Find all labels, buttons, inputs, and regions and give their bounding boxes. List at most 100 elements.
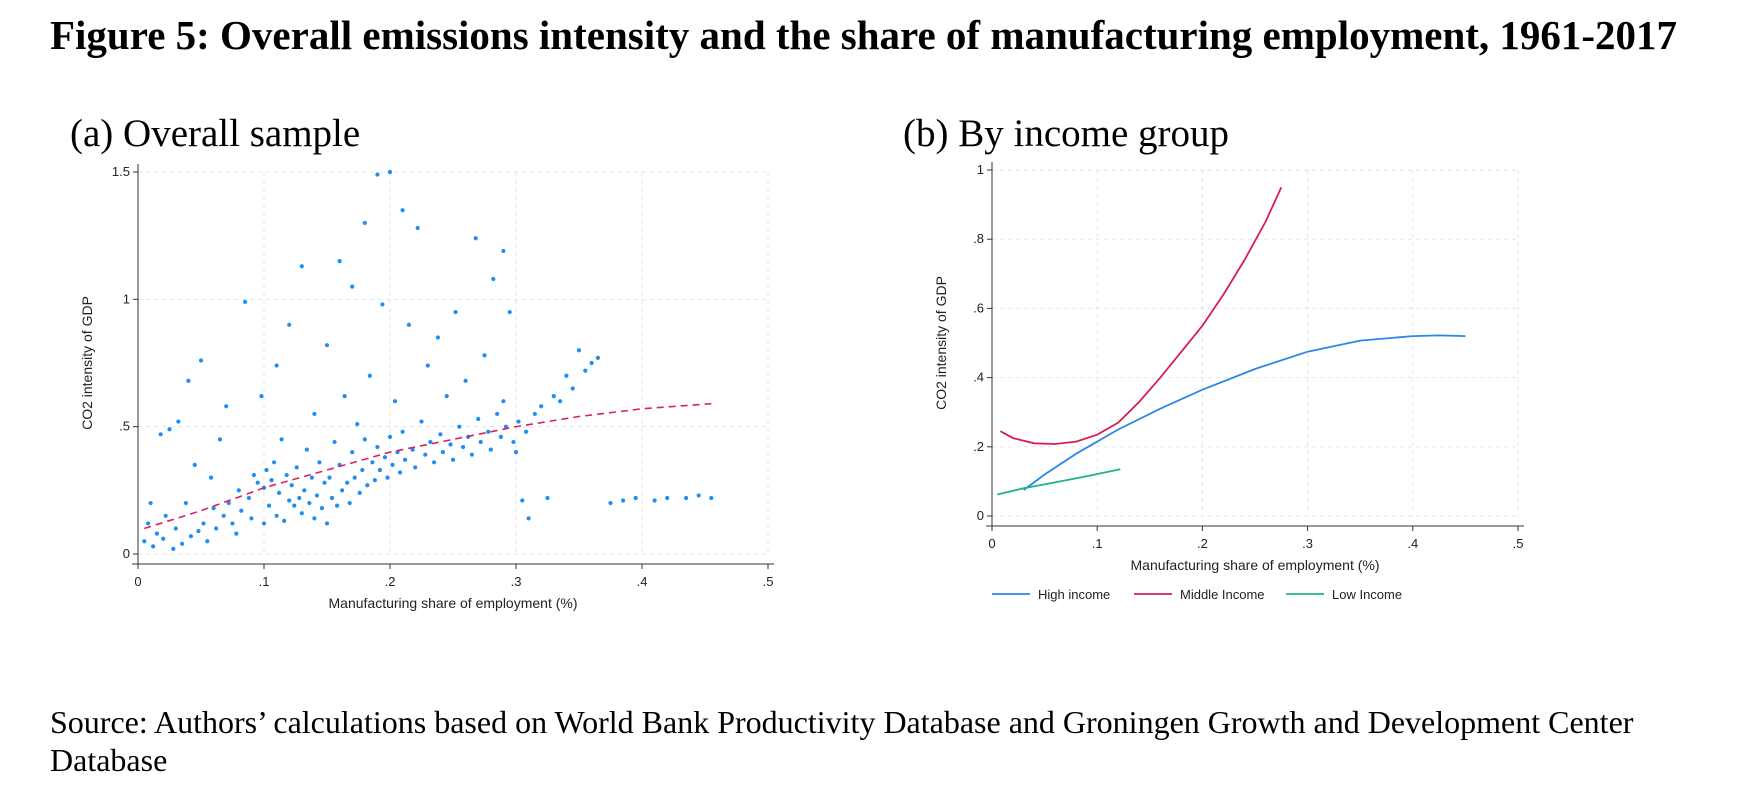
scatter-point bbox=[551, 394, 556, 399]
scatter-point bbox=[501, 248, 506, 254]
scatter-point bbox=[463, 378, 468, 383]
scatter-point bbox=[350, 450, 355, 455]
scatter-point bbox=[211, 506, 216, 511]
scatter-point bbox=[423, 452, 428, 457]
scatter-point bbox=[415, 225, 420, 231]
scatter-point bbox=[406, 322, 411, 327]
source-note: Source: Authors’ calculations based on W… bbox=[50, 704, 1634, 778]
series-line-low-income bbox=[997, 468, 1121, 496]
scatter-point bbox=[498, 434, 503, 439]
scatter-point bbox=[180, 541, 185, 546]
scatter-point bbox=[709, 495, 714, 501]
scatter-point bbox=[428, 439, 433, 445]
y-tick-label: .6 bbox=[973, 300, 984, 315]
scatter-point bbox=[259, 394, 264, 399]
x-tick-label: .3 bbox=[511, 574, 522, 589]
scatter-point bbox=[287, 498, 292, 503]
legend-label-low-income: Low Income bbox=[1332, 587, 1402, 602]
scatter-point bbox=[224, 404, 229, 409]
scatter-point bbox=[444, 394, 449, 399]
scatter-point bbox=[332, 439, 337, 445]
scatter-point bbox=[387, 169, 393, 175]
chart-a-scatter: 0 .1 .2 .3 .4 .5 0 .5 1 1.5 Manufacturing share of… bbox=[79, 164, 774, 611]
scatter-point bbox=[478, 439, 483, 445]
scatter-point bbox=[501, 399, 506, 404]
scatter-point bbox=[545, 495, 550, 501]
scatter-point bbox=[292, 503, 297, 508]
scatter-point bbox=[145, 521, 151, 526]
scatter-point bbox=[595, 355, 601, 361]
x-axis-label: Manufacturing share of employment (%) bbox=[329, 595, 578, 611]
scatter-point bbox=[302, 488, 307, 493]
scatter-point bbox=[413, 465, 418, 470]
panel-a-title: (a) Overall sample bbox=[70, 112, 361, 155]
scatter-point bbox=[511, 439, 516, 445]
scatter-point bbox=[196, 528, 201, 534]
scatter-point bbox=[576, 348, 582, 353]
scatter-point bbox=[357, 490, 362, 495]
x-tick-label: .5 bbox=[1513, 536, 1524, 551]
scatter-point bbox=[154, 531, 159, 536]
scatter-point bbox=[188, 534, 194, 539]
scatter-point bbox=[274, 363, 279, 368]
scatter-point bbox=[362, 220, 367, 226]
scatter-point bbox=[266, 503, 272, 508]
scatter-point bbox=[440, 450, 446, 455]
scatter-point bbox=[142, 539, 147, 544]
scatter-point bbox=[226, 500, 231, 506]
scatter-point bbox=[274, 513, 279, 518]
scatter-point bbox=[337, 259, 342, 264]
scatter-point bbox=[473, 236, 478, 241]
scatter-point bbox=[236, 488, 241, 493]
scatter-point bbox=[380, 302, 385, 307]
scatter-point bbox=[684, 495, 689, 501]
scatter-point bbox=[491, 276, 496, 282]
y-tick-label: 0 bbox=[123, 546, 130, 561]
scatter-point bbox=[304, 447, 309, 452]
x-tick-label: 0 bbox=[134, 574, 141, 589]
scatter-point bbox=[365, 483, 370, 488]
chart-b-income-lines: 0 .1 .2 .3 .4 .5 0 .2 .4 .6 .8 1 Manufacturing share… bbox=[933, 162, 1524, 602]
scatter-point bbox=[192, 462, 197, 467]
scatter-point bbox=[324, 343, 330, 348]
scatter-point bbox=[214, 526, 219, 531]
scatter-point bbox=[294, 465, 299, 470]
scatter-point bbox=[352, 475, 357, 480]
scatter-point bbox=[327, 475, 332, 480]
scatter-point bbox=[564, 373, 569, 378]
scatter-point bbox=[282, 518, 287, 523]
scatter-point bbox=[375, 444, 380, 450]
scatter-point bbox=[486, 429, 491, 434]
scatter-point bbox=[186, 378, 191, 383]
scatter-point bbox=[307, 500, 312, 506]
y-axis-label: CO2 intensity of GDP bbox=[79, 296, 95, 430]
scatter-point bbox=[173, 526, 178, 531]
scatter-point bbox=[482, 353, 487, 358]
scatter-point bbox=[251, 472, 257, 478]
scatter-point bbox=[397, 470, 403, 475]
scatter-point bbox=[621, 498, 626, 503]
scatter-point bbox=[255, 480, 260, 485]
scatter-point bbox=[495, 411, 500, 417]
figure-title: Figure 5: Overall emissions intensity an… bbox=[50, 12, 1678, 58]
scatter-point bbox=[312, 411, 317, 417]
scatter-point bbox=[319, 506, 325, 511]
scatter-point bbox=[370, 460, 375, 465]
scatter-point bbox=[347, 500, 352, 506]
x-tick-label: 0 bbox=[988, 536, 995, 551]
legend-label-high-income: High income bbox=[1038, 587, 1110, 602]
fitted-line bbox=[144, 402, 712, 530]
scatter-point bbox=[312, 516, 317, 521]
legend-label-middle-income: Middle Income bbox=[1180, 587, 1265, 602]
scatter-point bbox=[299, 511, 304, 516]
scatter-point bbox=[314, 493, 320, 498]
scatter-point bbox=[217, 437, 222, 442]
scatter-point bbox=[277, 490, 282, 495]
scatter-point bbox=[208, 475, 214, 480]
scatter-point bbox=[261, 521, 267, 526]
scatter-point bbox=[176, 419, 181, 424]
y-tick-label: .2 bbox=[973, 439, 984, 454]
scatter-point bbox=[264, 467, 269, 473]
scatter-point bbox=[665, 495, 670, 501]
scatter-point bbox=[350, 284, 355, 289]
